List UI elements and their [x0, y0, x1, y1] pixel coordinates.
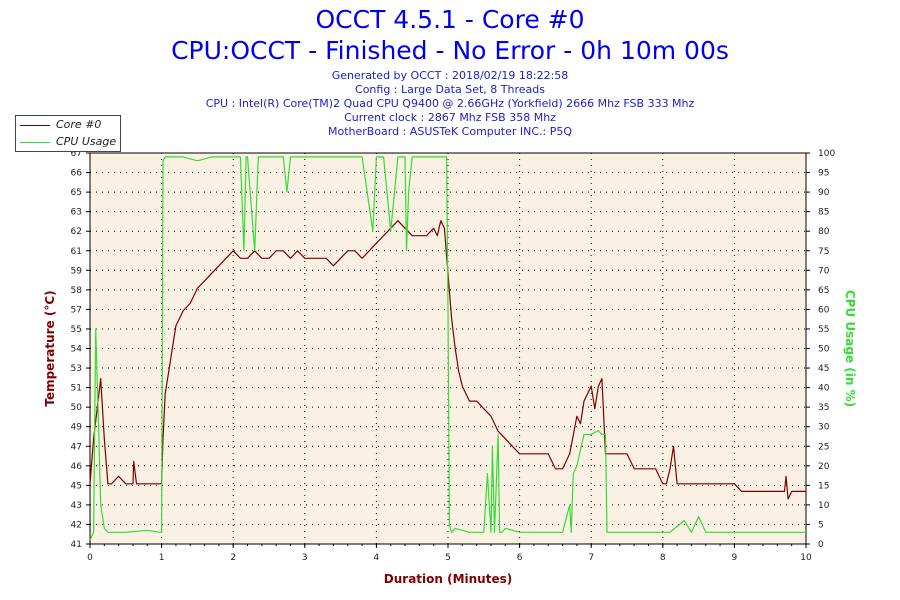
- info-cpu: CPU : Intel(R) Core(TM)2 Quad CPU Q9400 …: [205, 97, 695, 110]
- y2-tick-label: 90: [818, 188, 830, 198]
- y-tick-label: 47: [71, 442, 82, 452]
- y-tick-label: 63: [71, 208, 82, 218]
- y-tick-label: 46: [71, 462, 83, 472]
- x-tick-label: 10: [800, 553, 812, 563]
- y-tick-label: 57: [71, 305, 82, 315]
- y-tick-label: 51: [71, 384, 82, 394]
- legend-swatch-temperature: [20, 125, 50, 126]
- x-tick-label: 1: [159, 553, 165, 563]
- legend-label-temperature: Core #0: [56, 118, 102, 131]
- y-tick-label: 67: [71, 149, 82, 159]
- y2-tick-label: 40: [818, 384, 830, 394]
- x-tick-label: 2: [230, 553, 236, 563]
- y-tick-label: 58: [71, 286, 83, 296]
- x-tick-label: 6: [517, 553, 523, 563]
- x-axis-title: Duration (Minutes): [384, 572, 512, 586]
- x-tick-label: 0: [87, 553, 93, 563]
- x-tick-label: 5: [445, 553, 451, 563]
- y2-tick-label: 50: [818, 345, 830, 355]
- y-tick-label: 49: [71, 423, 83, 433]
- series-line-temperature: [89, 220, 806, 500]
- y-tick-label: 53: [71, 364, 82, 374]
- y2-tick-label: 75: [818, 247, 829, 257]
- y2-tick-label: 45: [818, 364, 829, 374]
- chart-subtitle: CPU:OCCT - Finished - No Error - 0h 10m …: [171, 36, 729, 65]
- x-tick-label: 9: [732, 553, 738, 563]
- y2-tick-label: 30: [818, 423, 830, 433]
- y2-tick-label: 80: [818, 227, 830, 237]
- y-tick-label: 41: [71, 540, 82, 550]
- y2-tick-label: 25: [818, 442, 829, 452]
- y-tick-label: 45: [71, 481, 82, 491]
- y-axis-title: Temperature (°C): [43, 290, 57, 406]
- info-config: Config : Large Data Set, 8 Threads: [355, 83, 545, 96]
- y2-tick-label: 95: [818, 169, 829, 179]
- x-tick-label: 7: [588, 553, 594, 563]
- y2-tick-label: 35: [818, 403, 829, 413]
- y2-tick-label: 5: [818, 520, 824, 530]
- y-tick-label: 54: [71, 345, 83, 355]
- y2-tick-label: 60: [818, 305, 830, 315]
- y-tick-label: 59: [71, 266, 83, 276]
- y-tick-label: 62: [71, 227, 82, 237]
- x-tick-label: 3: [302, 553, 308, 563]
- y2-tick-label: 100: [818, 149, 835, 159]
- y2-axis-title: CPU Usage (in %): [843, 290, 857, 407]
- y-tick-label: 55: [71, 325, 82, 335]
- legend-swatch-cpu-usage: [20, 142, 50, 143]
- y2-tick-label: 15: [818, 481, 829, 491]
- y-tick-label: 42: [71, 520, 82, 530]
- y2-tick-label: 70: [818, 266, 830, 276]
- y-tick-label: 65: [71, 188, 82, 198]
- plot-border: [89, 152, 807, 545]
- y2-tick-label: 10: [818, 501, 830, 511]
- series-line-cpu-usage: [89, 156, 806, 541]
- y-tick-label: 61: [71, 247, 82, 257]
- x-tick-label: 8: [660, 553, 666, 563]
- y-tick-label: 66: [71, 169, 83, 179]
- info-motherboard: MotherBoard : ASUSTeK Computer INC.: P5Q: [327, 125, 572, 138]
- legend-entry-cpu-usage: CPU Usage: [16, 134, 120, 150]
- info-generated: Generated by OCCT : 2018/02/19 18:22:58: [331, 69, 569, 82]
- y2-tick-label: 65: [818, 286, 829, 296]
- y-tick-label: 43: [71, 501, 82, 511]
- x-tick-label: 4: [374, 553, 380, 563]
- y-tick-label: 50: [71, 403, 83, 413]
- legend-entry-temperature: Core #0: [16, 117, 120, 133]
- y2-tick-label: 85: [818, 208, 829, 218]
- y2-tick-label: 55: [818, 325, 829, 335]
- y2-tick-label: 20: [818, 462, 830, 472]
- legend-label-cpu-usage: CPU Usage: [56, 135, 117, 148]
- y2-tick-label: 0: [818, 540, 824, 550]
- legend: Core #0 CPU Usage: [15, 115, 121, 152]
- info-clock: Current clock : 2867 Mhz FSB 358 Mhz: [344, 111, 556, 124]
- chart-title: OCCT 4.5.1 - Core #0: [315, 5, 585, 34]
